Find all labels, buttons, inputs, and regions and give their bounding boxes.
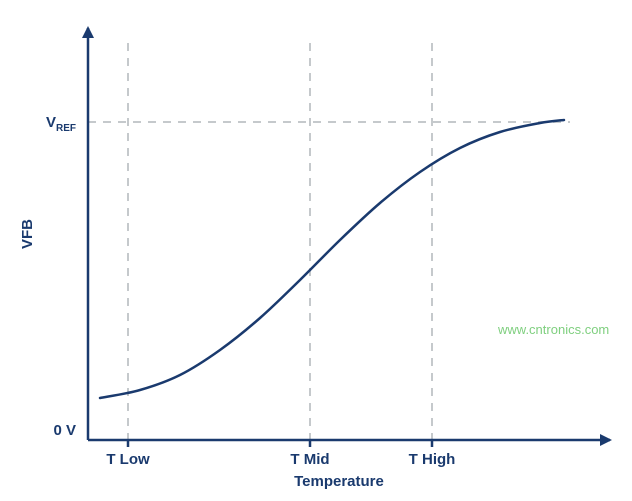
y-axis-title: VFB: [19, 219, 36, 249]
x-tick-t_mid: T Mid: [290, 451, 329, 468]
y-tick-zero: 0 V: [53, 422, 76, 439]
x-tick-t_low: T Low: [106, 451, 150, 468]
vfb-temperature-chart: T LowT MidT HighTemperature0 VVREFVFB: [0, 0, 632, 501]
x-axis-title: Temperature: [294, 473, 384, 490]
chart-svg: T LowT MidT HighTemperature0 VVREFVFB: [0, 0, 632, 501]
x-tick-t_high: T High: [409, 451, 456, 468]
